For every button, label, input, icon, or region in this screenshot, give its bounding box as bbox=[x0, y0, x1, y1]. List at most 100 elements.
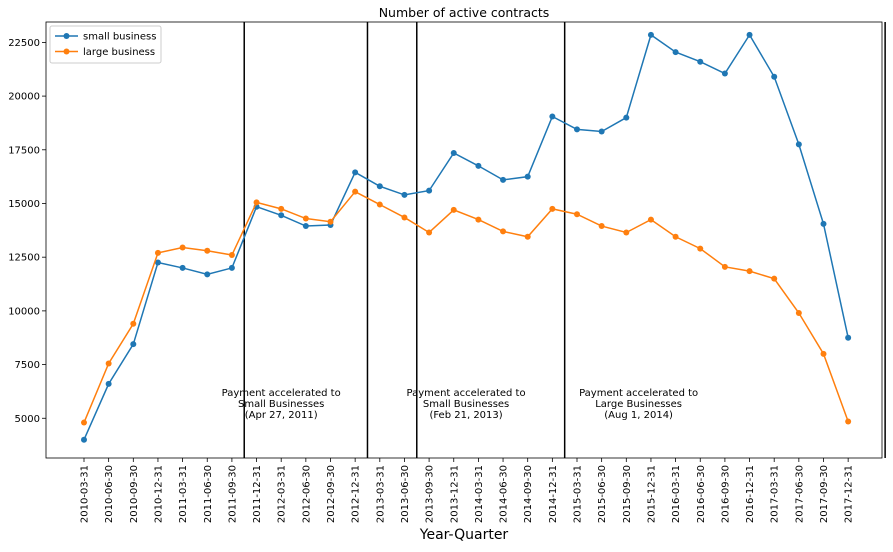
data-point bbox=[278, 205, 285, 212]
data-point bbox=[795, 141, 802, 148]
chart-title: Number of active contracts bbox=[379, 5, 550, 20]
x-tick-label: 2016-03-31 bbox=[671, 465, 682, 523]
data-point bbox=[820, 220, 827, 227]
data-point bbox=[795, 310, 802, 317]
data-point bbox=[746, 31, 753, 38]
x-axis: 2010-03-31 2010-06-30 2010-09-30 2010-12-31… bbox=[80, 458, 855, 523]
data-point bbox=[253, 199, 260, 206]
legend-label: large business bbox=[83, 47, 155, 58]
x-tick-label: 2012-06-30 bbox=[301, 465, 312, 523]
data-point bbox=[672, 233, 679, 240]
data-point bbox=[672, 49, 679, 56]
data-point bbox=[549, 113, 556, 120]
y-tick-label: 10000 bbox=[8, 306, 40, 317]
data-point bbox=[105, 360, 112, 367]
data-point bbox=[81, 436, 87, 443]
x-tick-label: 2015-09-30 bbox=[622, 465, 633, 523]
data-point bbox=[697, 58, 704, 65]
data-point bbox=[697, 245, 704, 252]
data-point bbox=[376, 201, 383, 208]
annotations: Payment accelerated to Small Businesses (A… bbox=[222, 388, 698, 421]
data-point bbox=[228, 252, 235, 259]
x-tick-label: 2014-06-30 bbox=[499, 465, 510, 523]
x-tick-label: 2016-12-31 bbox=[745, 465, 756, 523]
data-point bbox=[598, 128, 605, 135]
data-point bbox=[302, 215, 309, 222]
x-tick-label: 2011-06-30 bbox=[203, 465, 214, 523]
data-point bbox=[426, 187, 433, 194]
annotation-text: (Apr 27, 2011) bbox=[245, 410, 318, 421]
x-tick-label: 2012-09-30 bbox=[326, 465, 337, 523]
data-point bbox=[154, 249, 161, 256]
x-tick-label: 2014-09-30 bbox=[523, 465, 534, 523]
x-tick-label: 2014-12-31 bbox=[548, 465, 559, 523]
y-tick-label: 17500 bbox=[8, 145, 40, 156]
legend-label: small business bbox=[83, 32, 156, 43]
data-point bbox=[500, 176, 507, 183]
data-point bbox=[154, 259, 161, 266]
x-tick-label: 2011-12-31 bbox=[252, 465, 263, 523]
x-tick-label: 2010-12-31 bbox=[153, 465, 164, 523]
legend-swatch-marker bbox=[63, 33, 70, 39]
data-point bbox=[746, 268, 753, 275]
x-tick-label: 2012-12-31 bbox=[351, 465, 362, 523]
annotation-lines bbox=[243, 22, 886, 458]
data-point bbox=[179, 244, 186, 251]
data-point bbox=[401, 214, 408, 221]
data-point bbox=[500, 228, 507, 235]
data-point bbox=[179, 264, 186, 271]
data-point bbox=[524, 233, 531, 240]
data-point bbox=[771, 73, 778, 80]
annotation-text: (Aug 1, 2014) bbox=[604, 410, 673, 421]
x-tick-label: 2011-03-31 bbox=[178, 465, 189, 523]
data-point bbox=[475, 216, 482, 223]
x-tick-label: 2010-09-30 bbox=[129, 465, 140, 523]
data-point bbox=[376, 183, 383, 190]
data-point bbox=[771, 275, 778, 282]
plot-area bbox=[45, 21, 883, 459]
data-point bbox=[401, 191, 408, 198]
y-tick-label: 20000 bbox=[8, 92, 40, 103]
data-point bbox=[524, 173, 531, 180]
data-point bbox=[623, 114, 630, 121]
x-axis-label: Year-Quarter bbox=[419, 527, 509, 543]
data-point bbox=[845, 418, 852, 425]
x-tick-label: 2015-03-31 bbox=[573, 465, 584, 523]
x-tick-label: 2015-12-31 bbox=[646, 465, 657, 523]
y-axis: 5000 7500 10000 12500 15000 17500 20000 22500 bbox=[8, 38, 46, 425]
data-point bbox=[721, 263, 728, 270]
data-point bbox=[204, 271, 211, 278]
data-point bbox=[820, 350, 827, 357]
legend: small business large business bbox=[49, 25, 162, 64]
x-tick-label: 2016-06-30 bbox=[696, 465, 707, 523]
data-point bbox=[228, 264, 235, 271]
x-tick-label: 2017-06-30 bbox=[794, 465, 805, 523]
x-tick-label: 2012-03-31 bbox=[277, 465, 288, 523]
data-point bbox=[721, 70, 728, 77]
data-point bbox=[623, 229, 630, 236]
data-point bbox=[352, 188, 359, 195]
x-tick-label: 2010-03-31 bbox=[80, 465, 91, 523]
x-tick-label: 2017-03-31 bbox=[770, 465, 781, 523]
y-tick-label: 7500 bbox=[15, 360, 40, 371]
data-point bbox=[574, 126, 580, 133]
x-tick-label: 2015-06-30 bbox=[597, 465, 608, 523]
annotation-text: Payment accelerated to bbox=[222, 388, 341, 399]
data-point bbox=[130, 320, 137, 327]
annotation-text: Small Businesses bbox=[423, 399, 509, 410]
series-group bbox=[81, 31, 852, 443]
data-point bbox=[574, 211, 580, 218]
x-tick-label: 2010-06-30 bbox=[104, 465, 115, 523]
legend-swatch-marker bbox=[63, 48, 70, 55]
x-tick-label: 2013-06-30 bbox=[400, 465, 411, 523]
data-point bbox=[302, 223, 309, 230]
data-point bbox=[647, 31, 654, 38]
data-point bbox=[81, 419, 87, 426]
y-tick-label: 22500 bbox=[8, 38, 40, 49]
data-point bbox=[105, 380, 112, 387]
annotation-text: (Feb 21, 2013) bbox=[429, 410, 502, 421]
x-tick-label: 2017-12-31 bbox=[844, 465, 855, 523]
x-tick-label: 2014-03-31 bbox=[474, 465, 485, 523]
